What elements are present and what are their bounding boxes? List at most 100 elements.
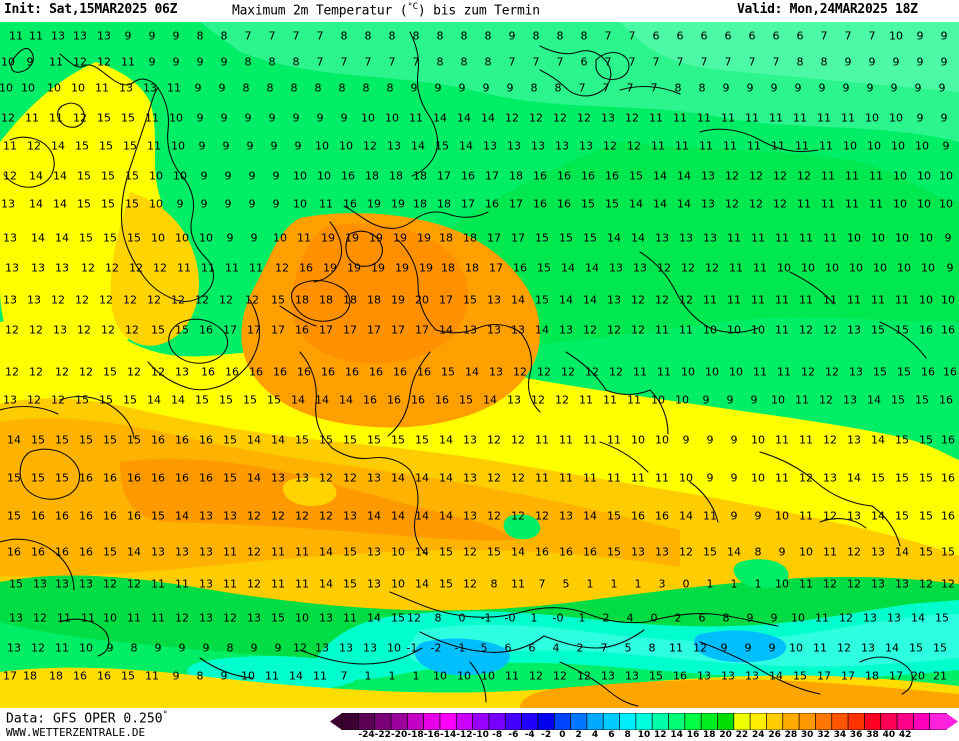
station-temperature-value: 12: [33, 611, 47, 625]
station-temperature-value: 12: [293, 641, 307, 655]
colorbar-swatch[interactable]: [570, 713, 588, 730]
colorbar-swatch[interactable]: [521, 713, 539, 730]
station-temperature-value: 8: [554, 81, 562, 95]
colorbar-swatch[interactable]: [831, 713, 849, 730]
temperature-heatmap[interactable]: 11 11 13 13 13 9 9 9 8 8 7 7 7 7 8 8 8 8 8 8 8 9 8 8 8 7 7 6 6 6 6 6 6 6 7…: [0, 22, 959, 708]
colorbar-swatch[interactable]: [912, 713, 931, 730]
station-temperature-value: 15: [343, 433, 357, 447]
station-temperature-value: 10: [705, 365, 719, 379]
colorbar-swatch[interactable]: [798, 713, 817, 730]
colorbar-swatch[interactable]: [815, 713, 833, 730]
colorbar-swatch[interactable]: [668, 713, 686, 730]
station-temperature-value: 13: [27, 293, 41, 307]
station-temperature-value: 12: [823, 509, 837, 523]
station-temperature-value: 16: [199, 471, 213, 485]
colorbar-swatch[interactable]: [406, 713, 425, 730]
station-temperature-value: 13: [463, 509, 477, 523]
colorbar-swatch[interactable]: [864, 713, 882, 730]
station-temperature-value: 12: [51, 293, 65, 307]
station-temperature-value: 19: [369, 231, 383, 245]
station-temperature-value: 10: [391, 577, 405, 591]
station-temperature-value: 16: [321, 365, 335, 379]
station-temperature-value: 10: [917, 197, 931, 211]
station-temperature-value: 15: [439, 577, 453, 591]
station-temperature-value: 18: [319, 293, 333, 307]
colorbar-swatch[interactable]: [684, 713, 702, 730]
temperature-colorbar[interactable]: -24 -22 -20 -18 -16 -14 -12 -10 -8 -6 -4 -2 0 2 4 6 8 10 1…: [330, 713, 958, 741]
colorbar-swatch[interactable]: [749, 713, 768, 730]
colorbar-swatch[interactable]: [553, 713, 572, 730]
colorbar-swatch[interactable]: [782, 713, 800, 730]
station-temperature-value: 14: [247, 433, 261, 447]
colorbar-swatch[interactable]: [488, 713, 507, 730]
colorbar-swatch[interactable]: [733, 713, 751, 730]
colorbar-swatch[interactable]: [602, 713, 621, 730]
colorbar-swatch[interactable]: [357, 713, 376, 730]
colorbar-swatch[interactable]: [472, 713, 490, 730]
station-temperature-value: 20: [415, 293, 429, 307]
station-temperature-value: 9: [706, 433, 714, 447]
colorbar-swatch[interactable]: [439, 713, 458, 730]
colorbar-swatch[interactable]: [651, 713, 670, 730]
station-temperature-value: 8: [244, 55, 252, 69]
station-temperature-value: 13: [33, 577, 47, 591]
colorbar-swatch[interactable]: [586, 713, 605, 730]
station-temperature-value: 11: [295, 577, 309, 591]
station-temperature-value: 14: [483, 393, 497, 407]
title-text-pre: Maximum 2m Temperatur (: [232, 3, 408, 19]
station-temperature-value: 13: [863, 611, 877, 625]
colorbar-swatch[interactable]: [635, 713, 654, 730]
station-temperature-value: 15: [535, 231, 549, 245]
station-temperature-value: 14: [289, 669, 303, 683]
colorbar-swatch[interactable]: [504, 713, 523, 730]
station-temperature-value: 6: [796, 29, 804, 43]
colorbar-swatch[interactable]: [537, 713, 556, 730]
station-temperature-value: 16: [295, 323, 309, 337]
station-temperature-value: 14: [677, 197, 691, 211]
colorbar-swatch[interactable]: [455, 713, 474, 730]
station-temperature-value: 13: [633, 261, 647, 275]
station-temperature-value: 16: [581, 169, 595, 183]
station-temperature-value: 12: [219, 293, 233, 307]
station-temperature-value: 17: [271, 323, 285, 337]
station-temperature-value: 9: [844, 55, 852, 69]
station-temperature-value: 11: [319, 197, 333, 211]
heatmap-canvas: [0, 22, 959, 708]
station-temperature-value: 16: [411, 393, 425, 407]
station-temperature-value: 15: [79, 433, 93, 447]
colorbar-swatch[interactable]: [929, 713, 947, 730]
colorbar-swatch[interactable]: [766, 713, 784, 730]
colorbar-swatch[interactable]: [700, 713, 719, 730]
station-temperature-value: 18: [23, 669, 37, 683]
station-temperature-value: 10: [295, 611, 309, 625]
station-temperature-value: 10: [893, 169, 907, 183]
station-temperature-value: 10: [849, 261, 863, 275]
station-temperature-value: 19: [345, 231, 359, 245]
colorbar-swatch[interactable]: [341, 713, 360, 730]
colorbar-swatch[interactable]: [619, 713, 637, 730]
station-temperature-value: 15: [295, 433, 309, 447]
colorbar-swatch[interactable]: [390, 713, 409, 730]
colorbar-swatch[interactable]: [374, 713, 392, 730]
station-temperature-value: 7: [532, 55, 540, 69]
station-temperature-value: 18: [343, 293, 357, 307]
station-temperature-value: 13: [31, 261, 45, 275]
station-temperature-value: 10: [385, 111, 399, 125]
colorbar-tick-label: 36: [849, 730, 863, 740]
station-temperature-value: 11: [631, 471, 645, 485]
station-temperature-value: 8: [530, 81, 538, 95]
colorbar-swatch[interactable]: [880, 713, 898, 730]
station-temperature-value: 11: [815, 611, 829, 625]
station-temperature-value: 15: [55, 433, 69, 447]
station-temperature-value: 16: [939, 393, 953, 407]
station-temperature-value: 14: [559, 293, 573, 307]
colorbar-swatch[interactable]: [896, 713, 915, 730]
colorbar-swatch[interactable]: [717, 713, 735, 730]
colorbar-swatches[interactable]: [330, 713, 958, 730]
init-time-label: Init: Sat,15MAR2025 06Z: [4, 2, 178, 17]
station-temperature-value: 11: [265, 669, 279, 683]
colorbar-swatch[interactable]: [847, 713, 866, 730]
station-temperature-value: 17: [487, 231, 501, 245]
station-temperature-value: 12: [797, 169, 811, 183]
colorbar-swatch[interactable]: [423, 713, 441, 730]
